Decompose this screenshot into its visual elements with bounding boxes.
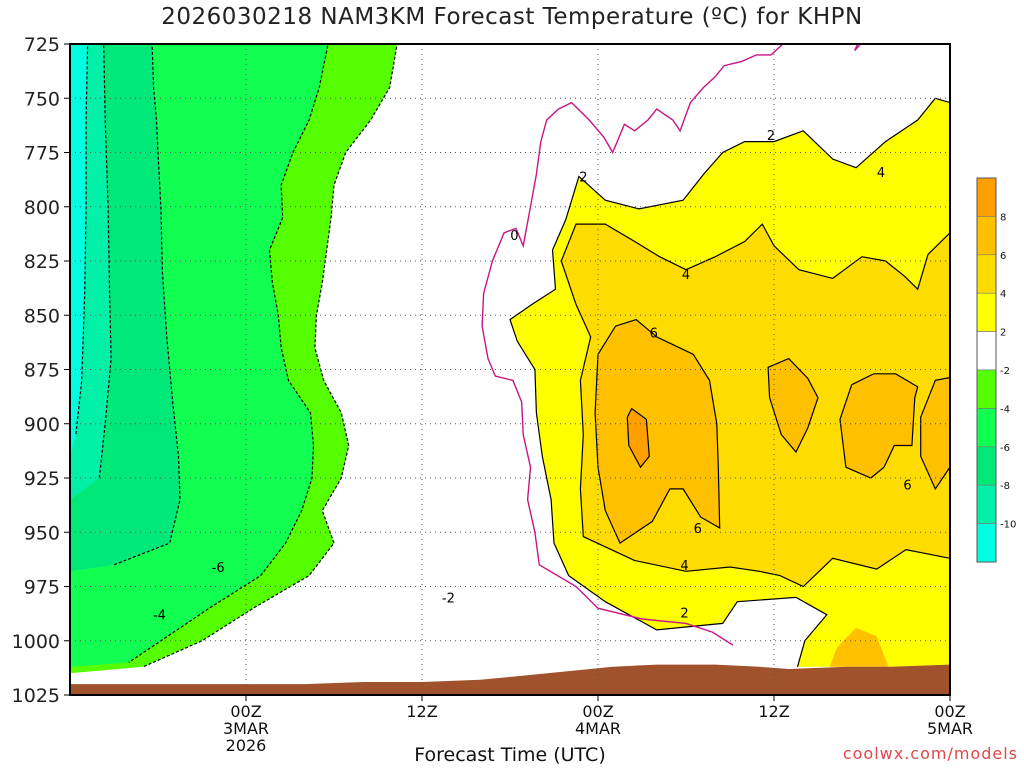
contour-6-c	[839, 373, 919, 479]
terrain-ground	[70, 664, 950, 695]
x-tick-label: 4MAR	[575, 719, 621, 738]
y-tick-label: 750	[24, 88, 60, 110]
colorbar-bin	[976, 216, 997, 256]
y-tick-label: 950	[24, 522, 60, 544]
x-tick-label: 00Z	[230, 702, 261, 721]
y-tick-label: 875	[24, 360, 60, 382]
colorbar-label: 2	[1000, 328, 1006, 339]
band-6-8-e	[942, 391, 950, 461]
contour-minus8	[70, 44, 112, 479]
y-tick-label: 725	[24, 34, 60, 56]
y-tick-label: 825	[24, 251, 60, 273]
contour-label: 6	[650, 327, 658, 342]
contour-label: -6	[212, 561, 225, 576]
band-6-8-c	[840, 373, 918, 478]
colorbar-bin	[976, 292, 997, 332]
y-tick-label: 975	[24, 577, 60, 599]
credit-link[interactable]: coolwx.com/models	[842, 744, 1018, 763]
contour-label: 0	[510, 229, 518, 244]
colorbar-bin	[976, 331, 997, 371]
colorbar-bin	[976, 408, 997, 448]
colorbar-bin	[976, 254, 997, 294]
x-tick-label: 00Z	[582, 702, 613, 721]
contour-label: -2	[442, 591, 455, 606]
band-6-8-b	[768, 358, 818, 452]
colorbar-label: 6	[1000, 251, 1006, 262]
band-white-island	[401, 185, 425, 225]
contour-0	[481, 44, 784, 646]
contour-minus6	[70, 44, 181, 566]
contour-label: 2	[579, 170, 587, 185]
y-tick-label: 925	[24, 468, 60, 490]
y-tick-label: 850	[24, 305, 60, 327]
colorbar-label: -10	[1000, 520, 1016, 531]
x-tick-label: 00Z	[934, 702, 965, 721]
contour-6-b	[767, 357, 819, 454]
x-tick-label: 12Z	[758, 702, 789, 721]
colorbar-label: -8	[1000, 481, 1010, 492]
x-tick-label: 2026	[226, 736, 267, 755]
contour-label: 2	[767, 129, 775, 144]
colorbar-label: 4	[1000, 289, 1006, 300]
contour-label: 4	[680, 559, 688, 574]
y-tick-label: 775	[24, 143, 60, 165]
x-axis-title: Forecast Time (UTC)	[414, 744, 606, 766]
colorbar-bin	[976, 523, 997, 563]
y-tick-label: 900	[24, 414, 60, 436]
colorbar-frame	[976, 177, 997, 563]
contour-label: 6	[694, 522, 702, 537]
y-tick-label: 800	[24, 197, 60, 219]
colorbar-bin	[976, 369, 997, 409]
contour-6-a	[594, 318, 721, 544]
x-tick-label: 3MAR	[223, 719, 269, 738]
contour-0-b	[854, 44, 862, 51]
colorbar-label: -2	[1000, 366, 1010, 377]
colorbar-label: -4	[1000, 404, 1010, 415]
y-tick-label: 1000	[12, 631, 60, 653]
band-below-minus10	[70, 44, 88, 457]
x-tick-label: 12Z	[406, 702, 437, 721]
contour-label: 4	[877, 166, 885, 181]
contour-label: 2	[680, 607, 688, 622]
chart-title: 2026030218 NAM3KM Forecast Temperature (…	[161, 4, 863, 30]
contour-minus10	[70, 44, 89, 435]
contour-label: 4	[682, 268, 690, 283]
contour-8	[626, 407, 650, 469]
colorbar-bin	[976, 484, 997, 524]
x-tick-label: 5MAR	[927, 719, 973, 738]
colorbar-bin	[976, 177, 997, 217]
y-tick-label: 1025	[12, 685, 60, 707]
contour-label: -4	[153, 609, 166, 624]
colorbar-bin	[976, 446, 997, 486]
band-6-8-d	[920, 377, 950, 489]
contour-minus2	[70, 44, 398, 668]
band-6-8-a	[595, 319, 720, 544]
colorbar-label: -6	[1000, 443, 1010, 454]
band-6-8-f	[829, 627, 889, 667]
contour-4	[560, 223, 950, 588]
contour-label: 6	[903, 479, 911, 494]
contour-2	[509, 97, 950, 667]
colorbar-label: 8	[1000, 212, 1006, 223]
